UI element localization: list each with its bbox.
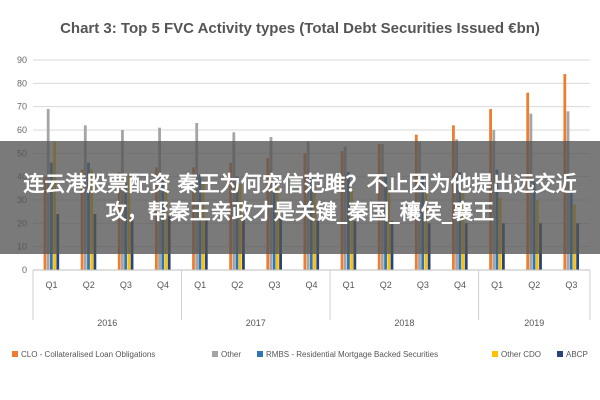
y-tick-label: 90	[17, 55, 27, 65]
category-label: Q3	[565, 280, 577, 290]
year-label: 2016	[97, 318, 117, 328]
legend-label: Other	[221, 350, 241, 359]
legend: CLO - Collateralised Loan Obligations Oth…	[12, 350, 588, 359]
year-label: 2019	[524, 318, 544, 328]
legend-swatch	[257, 351, 263, 357]
y-tick-label: 0	[22, 265, 27, 275]
category-label: Q3	[120, 280, 132, 290]
category-label: Q3	[268, 280, 280, 290]
category-label: Q2	[83, 280, 95, 290]
overlay-headline: 连云港股票配资 秦王为何宠信范雎？不止因为他提出远交近攻，帮秦王亲政才是关键_秦…	[23, 171, 577, 224]
y-tick-label: 70	[17, 102, 27, 112]
category-label: Q1	[343, 280, 355, 290]
overlay-banner: 连云港股票配资 秦王为何宠信范雎？不止因为他提出远交近攻，帮秦王亲政才是关键_秦…	[0, 141, 600, 254]
legend-swatch	[212, 351, 218, 357]
legend-swatch	[557, 351, 563, 357]
legend-label: CLO - Collateralised Loan Obligations	[21, 350, 155, 359]
category-label: Q1	[46, 280, 58, 290]
category-label: Q2	[528, 280, 540, 290]
legend-label: RMBS - Residential Mortgage Backed Secur…	[266, 350, 438, 359]
category-label: Q4	[454, 280, 466, 290]
legend-label: Other CDO	[501, 350, 541, 359]
category-label: Q2	[231, 280, 243, 290]
category-label: Q4	[305, 280, 317, 290]
category-label: Q3	[417, 280, 429, 290]
y-tick-label: 80	[17, 78, 27, 88]
category-label: Q1	[194, 280, 206, 290]
year-label: 2017	[246, 318, 266, 328]
chart-title: Chart 3: Top 5 FVC Activity types (Total…	[60, 20, 540, 37]
y-tick-label: 60	[17, 125, 27, 135]
legend-swatch	[12, 351, 18, 357]
category-label: Q1	[491, 280, 503, 290]
legend-label: ABCP	[566, 350, 588, 359]
legend-swatch	[492, 351, 498, 357]
year-label: 2018	[394, 318, 414, 328]
category-label: Q4	[157, 280, 169, 290]
category-label: Q2	[380, 280, 392, 290]
